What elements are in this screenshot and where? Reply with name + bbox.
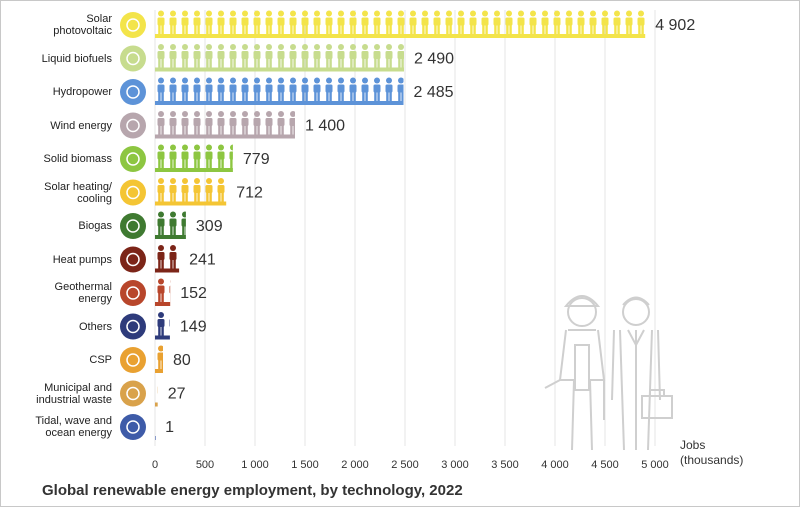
bar [155, 302, 171, 306]
x-tick-label: 5 000 [641, 459, 669, 471]
bar [155, 369, 163, 373]
value-label: 779 [243, 151, 270, 168]
category-icon [120, 146, 146, 172]
x-tick-label: 2 500 [391, 459, 419, 471]
category-icon [120, 380, 146, 407]
pictogram [155, 177, 227, 202]
category-label: Hydropower [52, 86, 112, 98]
category-icon [120, 112, 146, 139]
pictogram [155, 110, 295, 135]
bar [155, 335, 170, 340]
row: 27 [120, 378, 186, 407]
pictogram [155, 43, 404, 68]
pictogram [155, 345, 163, 369]
category-icon [120, 12, 146, 38]
chart-title: Global renewable energy employment, by t… [42, 482, 463, 499]
category-label: Heat pumps [52, 253, 112, 266]
category-icon [120, 313, 146, 340]
x-tick-label: 3 500 [491, 459, 519, 471]
row: 149 [120, 311, 207, 340]
category-label: Wind energy [50, 119, 112, 132]
row: 2 485 [120, 77, 454, 105]
pictogram [155, 378, 158, 403]
category-label: Solid biomass [43, 153, 112, 165]
value-label: 712 [236, 185, 263, 202]
category-label: Liquid biofuels [41, 52, 112, 65]
category-label: Tidal, wave and ocean energy [35, 415, 112, 439]
bar [155, 436, 156, 440]
row: 241 [120, 244, 216, 273]
category-label: Solar heating/ cooling [44, 180, 112, 205]
category-icon [120, 414, 146, 440]
value-label: 27 [168, 386, 186, 403]
value-label: 1 400 [305, 118, 345, 135]
category-label: Geothermal energy [54, 281, 112, 305]
bar [155, 134, 295, 139]
x-tick-label: 4 000 [541, 459, 569, 471]
category-icon [120, 280, 146, 306]
x-tick-label: 1 500 [291, 459, 319, 471]
x-tick-label: 4 500 [591, 459, 619, 471]
x-tick-label: 0 [152, 459, 158, 471]
category-icon [120, 79, 146, 105]
bar [155, 201, 227, 206]
pictogram [155, 10, 646, 34]
value-label: 241 [189, 252, 216, 269]
pictogram [155, 211, 186, 235]
value-label: 80 [173, 352, 191, 369]
bar [155, 34, 646, 38]
category-icon [120, 246, 146, 273]
value-label: 2 485 [414, 84, 454, 101]
pictogram [155, 311, 170, 336]
bar [155, 268, 180, 273]
category-label: Biogas [78, 220, 112, 232]
category-label: CSP [89, 354, 112, 366]
x-tick-label: 3 000 [441, 459, 469, 471]
bar [155, 235, 186, 239]
pictogram [155, 244, 180, 269]
value-label: 4 902 [655, 17, 695, 34]
row: 80 [120, 345, 191, 373]
value-label: 1 [165, 419, 174, 436]
category-label: Solar photovoltaic [53, 13, 112, 37]
category-icon [120, 179, 146, 206]
value-label: 2 490 [414, 51, 454, 68]
category-icon [120, 213, 146, 239]
bar [155, 101, 404, 105]
row: 4 902 [120, 10, 695, 38]
row: 1 400 [120, 110, 345, 139]
x-axis-label: Jobs (thousands) [680, 438, 744, 467]
x-tick-label: 1 000 [241, 459, 269, 471]
row: 712 [120, 177, 263, 206]
bar [155, 168, 233, 172]
value-label: 152 [180, 285, 207, 302]
value-label: 149 [180, 319, 207, 336]
pictogram [155, 278, 171, 302]
x-tick-label: 2 000 [341, 459, 369, 471]
pictogram [155, 77, 404, 101]
category-label: Municipal and industrial waste [36, 381, 112, 406]
pictogram [155, 144, 233, 168]
row: 152 [120, 278, 207, 306]
row: 1 [120, 412, 174, 440]
x-tick-label: 500 [196, 459, 214, 471]
row: 2 490 [120, 43, 454, 72]
row: 779 [120, 144, 270, 172]
category-icon [120, 347, 146, 373]
bar [155, 67, 404, 72]
category-label: Others [78, 320, 112, 333]
worker-illustration [544, 295, 673, 451]
bar [155, 402, 158, 407]
row: 309 [120, 211, 223, 239]
category-icon [120, 45, 146, 72]
value-label: 309 [196, 218, 223, 235]
